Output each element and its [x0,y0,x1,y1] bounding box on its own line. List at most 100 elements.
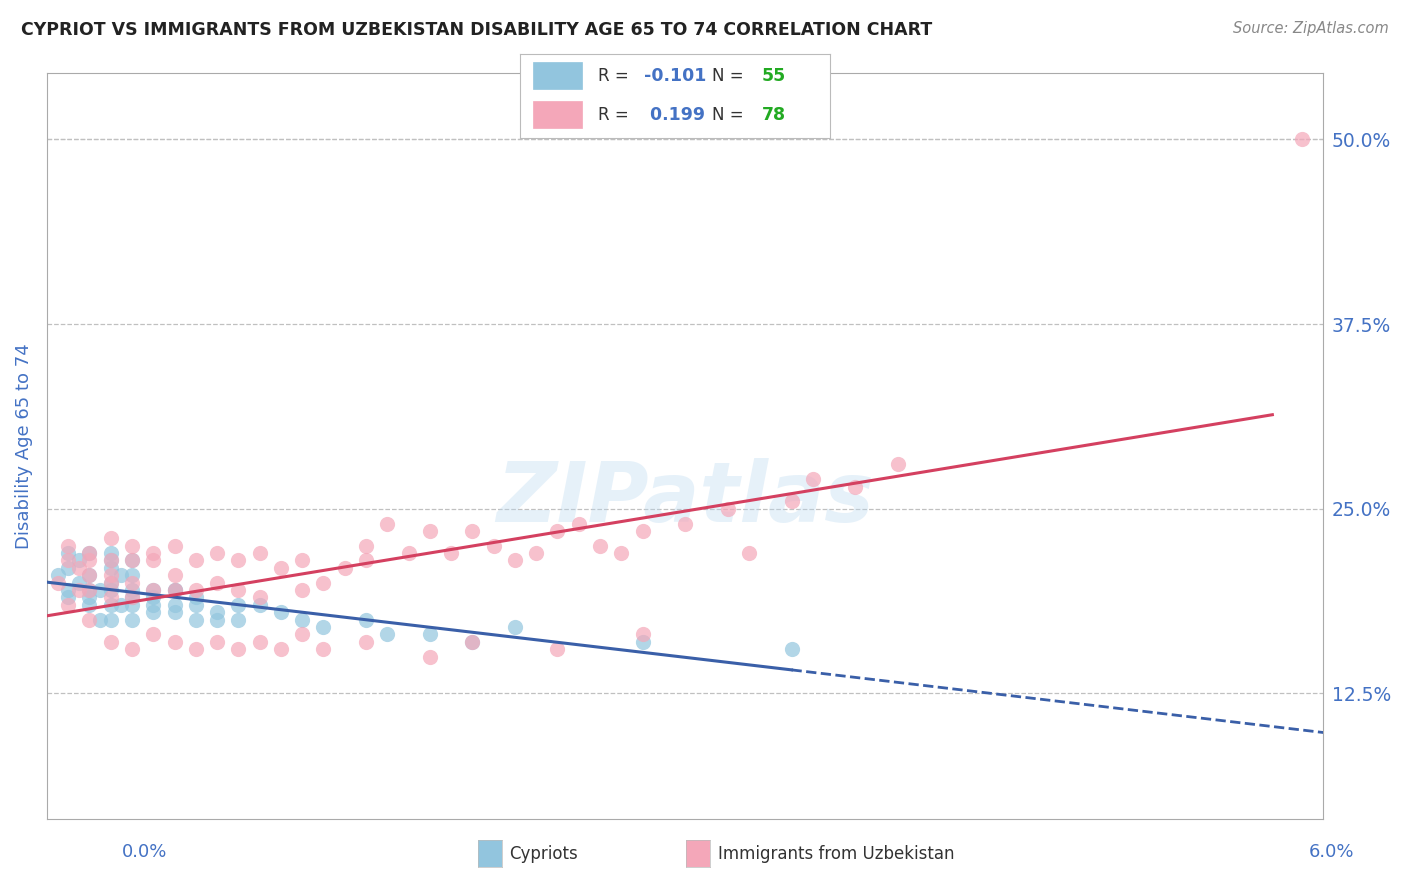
Point [163,539,186,553]
Bar [533,101,582,128]
Point [419,627,441,641]
Point [163,598,186,612]
Point [228,613,250,627]
Point [67,582,90,597]
Point [1291,132,1313,146]
Point [228,553,250,567]
Point [419,524,441,538]
Point [291,553,314,567]
Point [205,546,228,560]
Point [142,591,165,605]
Point [110,568,132,582]
Point [184,598,207,612]
Point [503,620,526,634]
Text: Immigrants from Uzbekistan: Immigrants from Uzbekistan [718,845,955,863]
Point [56,582,79,597]
Point [780,642,803,657]
Point [312,620,335,634]
Point [589,539,612,553]
Point [121,591,143,605]
Point [121,575,143,590]
Point [738,546,761,560]
Point [312,642,335,657]
Point [631,524,654,538]
Point [67,553,90,567]
Point [419,649,441,664]
Point [631,634,654,648]
Point [205,613,228,627]
Point [205,575,228,590]
Point [801,472,824,486]
Point [56,591,79,605]
Point [354,539,377,553]
Text: Source: ZipAtlas.com: Source: ZipAtlas.com [1233,21,1389,36]
Point [79,582,101,597]
Point [163,582,186,597]
Point [228,642,250,657]
Point [249,634,271,648]
Bar [533,62,582,89]
Point [100,553,122,567]
Point [461,524,484,538]
Point [270,642,292,657]
Text: CYPRIOT VS IMMIGRANTS FROM UZBEKISTAN DISABILITY AGE 65 TO 74 CORRELATION CHART: CYPRIOT VS IMMIGRANTS FROM UZBEKISTAN DI… [21,21,932,38]
Point [184,613,207,627]
Point [121,598,143,612]
Point [333,561,356,575]
Point [163,634,186,648]
Point [121,613,143,627]
Point [270,605,292,619]
Point [184,553,207,567]
Point [398,546,420,560]
Point [673,516,696,531]
Point [79,568,101,582]
Point [110,598,132,612]
Point [780,494,803,508]
Point [79,546,101,560]
Point [610,546,633,560]
Text: 55: 55 [762,67,786,85]
Point [121,582,143,597]
Point [56,598,79,612]
Point [184,591,207,605]
Point [89,613,111,627]
Point [100,613,122,627]
Point [163,605,186,619]
Text: 0.199: 0.199 [644,105,704,123]
Point [79,591,101,605]
Point [142,605,165,619]
Point [440,546,463,560]
Point [121,553,143,567]
Point [354,634,377,648]
Point [547,524,569,538]
Point [249,598,271,612]
Text: 78: 78 [762,105,786,123]
Text: Cypriots: Cypriots [509,845,578,863]
Point [56,561,79,575]
Point [354,553,377,567]
Point [312,575,335,590]
Point [121,568,143,582]
Point [205,605,228,619]
Point [100,634,122,648]
Point [121,539,143,553]
Point [503,553,526,567]
Text: N =: N = [711,105,749,123]
Text: R =: R = [598,105,634,123]
Point [79,546,101,560]
Point [121,591,143,605]
Text: N =: N = [711,67,749,85]
Point [163,582,186,597]
Point [100,591,122,605]
Point [100,561,122,575]
Point [100,568,122,582]
Point [79,582,101,597]
Point [100,532,122,546]
Point [354,613,377,627]
Point [79,598,101,612]
Text: -0.101: -0.101 [644,67,706,85]
Y-axis label: Disability Age 65 to 74: Disability Age 65 to 74 [15,343,32,549]
Point [100,546,122,560]
Point [375,516,398,531]
Point [67,561,90,575]
